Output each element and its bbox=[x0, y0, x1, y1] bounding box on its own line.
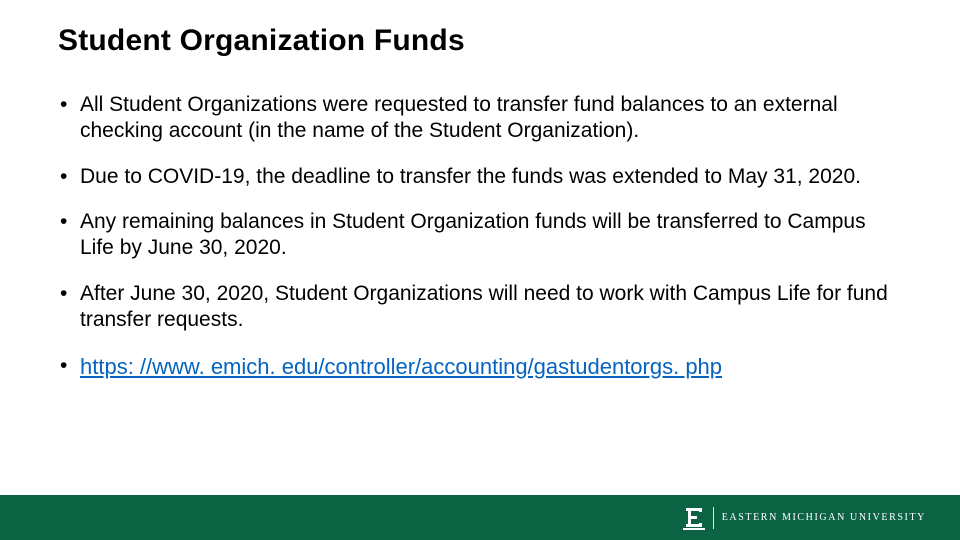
slide-title: Student Organization Funds bbox=[58, 24, 902, 58]
list-item: Due to COVID-19, the deadline to transfe… bbox=[58, 164, 902, 190]
slide: Student Organization Funds All Student O… bbox=[0, 0, 960, 540]
bullet-text: After June 30, 2020, Student Organizatio… bbox=[80, 282, 888, 331]
bullet-text: Due to COVID-19, the deadline to transfe… bbox=[80, 165, 861, 188]
list-item: All Student Organizations were requested… bbox=[58, 92, 902, 144]
slide-content: Student Organization Funds All Student O… bbox=[0, 0, 960, 381]
logo-separator bbox=[713, 507, 714, 529]
bullet-text: Any remaining balances in Student Organi… bbox=[80, 210, 866, 259]
list-item: After June 30, 2020, Student Organizatio… bbox=[58, 281, 902, 333]
bullet-list: All Student Organizations were requested… bbox=[58, 92, 902, 381]
bullet-text: All Student Organizations were requested… bbox=[80, 93, 838, 142]
footer-brand-text: EASTERN MICHIGAN UNIVERSITY bbox=[722, 512, 926, 523]
list-item: Any remaining balances in Student Organi… bbox=[58, 209, 902, 261]
footer-bar: EASTERN MICHIGAN UNIVERSITY bbox=[0, 495, 960, 540]
reference-link[interactable]: https: //www. emich. edu/controller/acco… bbox=[80, 354, 722, 379]
list-item: https: //www. emich. edu/controller/acco… bbox=[58, 353, 902, 381]
footer-logo: EASTERN MICHIGAN UNIVERSITY bbox=[683, 506, 926, 530]
logo-block-e-icon bbox=[683, 506, 705, 530]
